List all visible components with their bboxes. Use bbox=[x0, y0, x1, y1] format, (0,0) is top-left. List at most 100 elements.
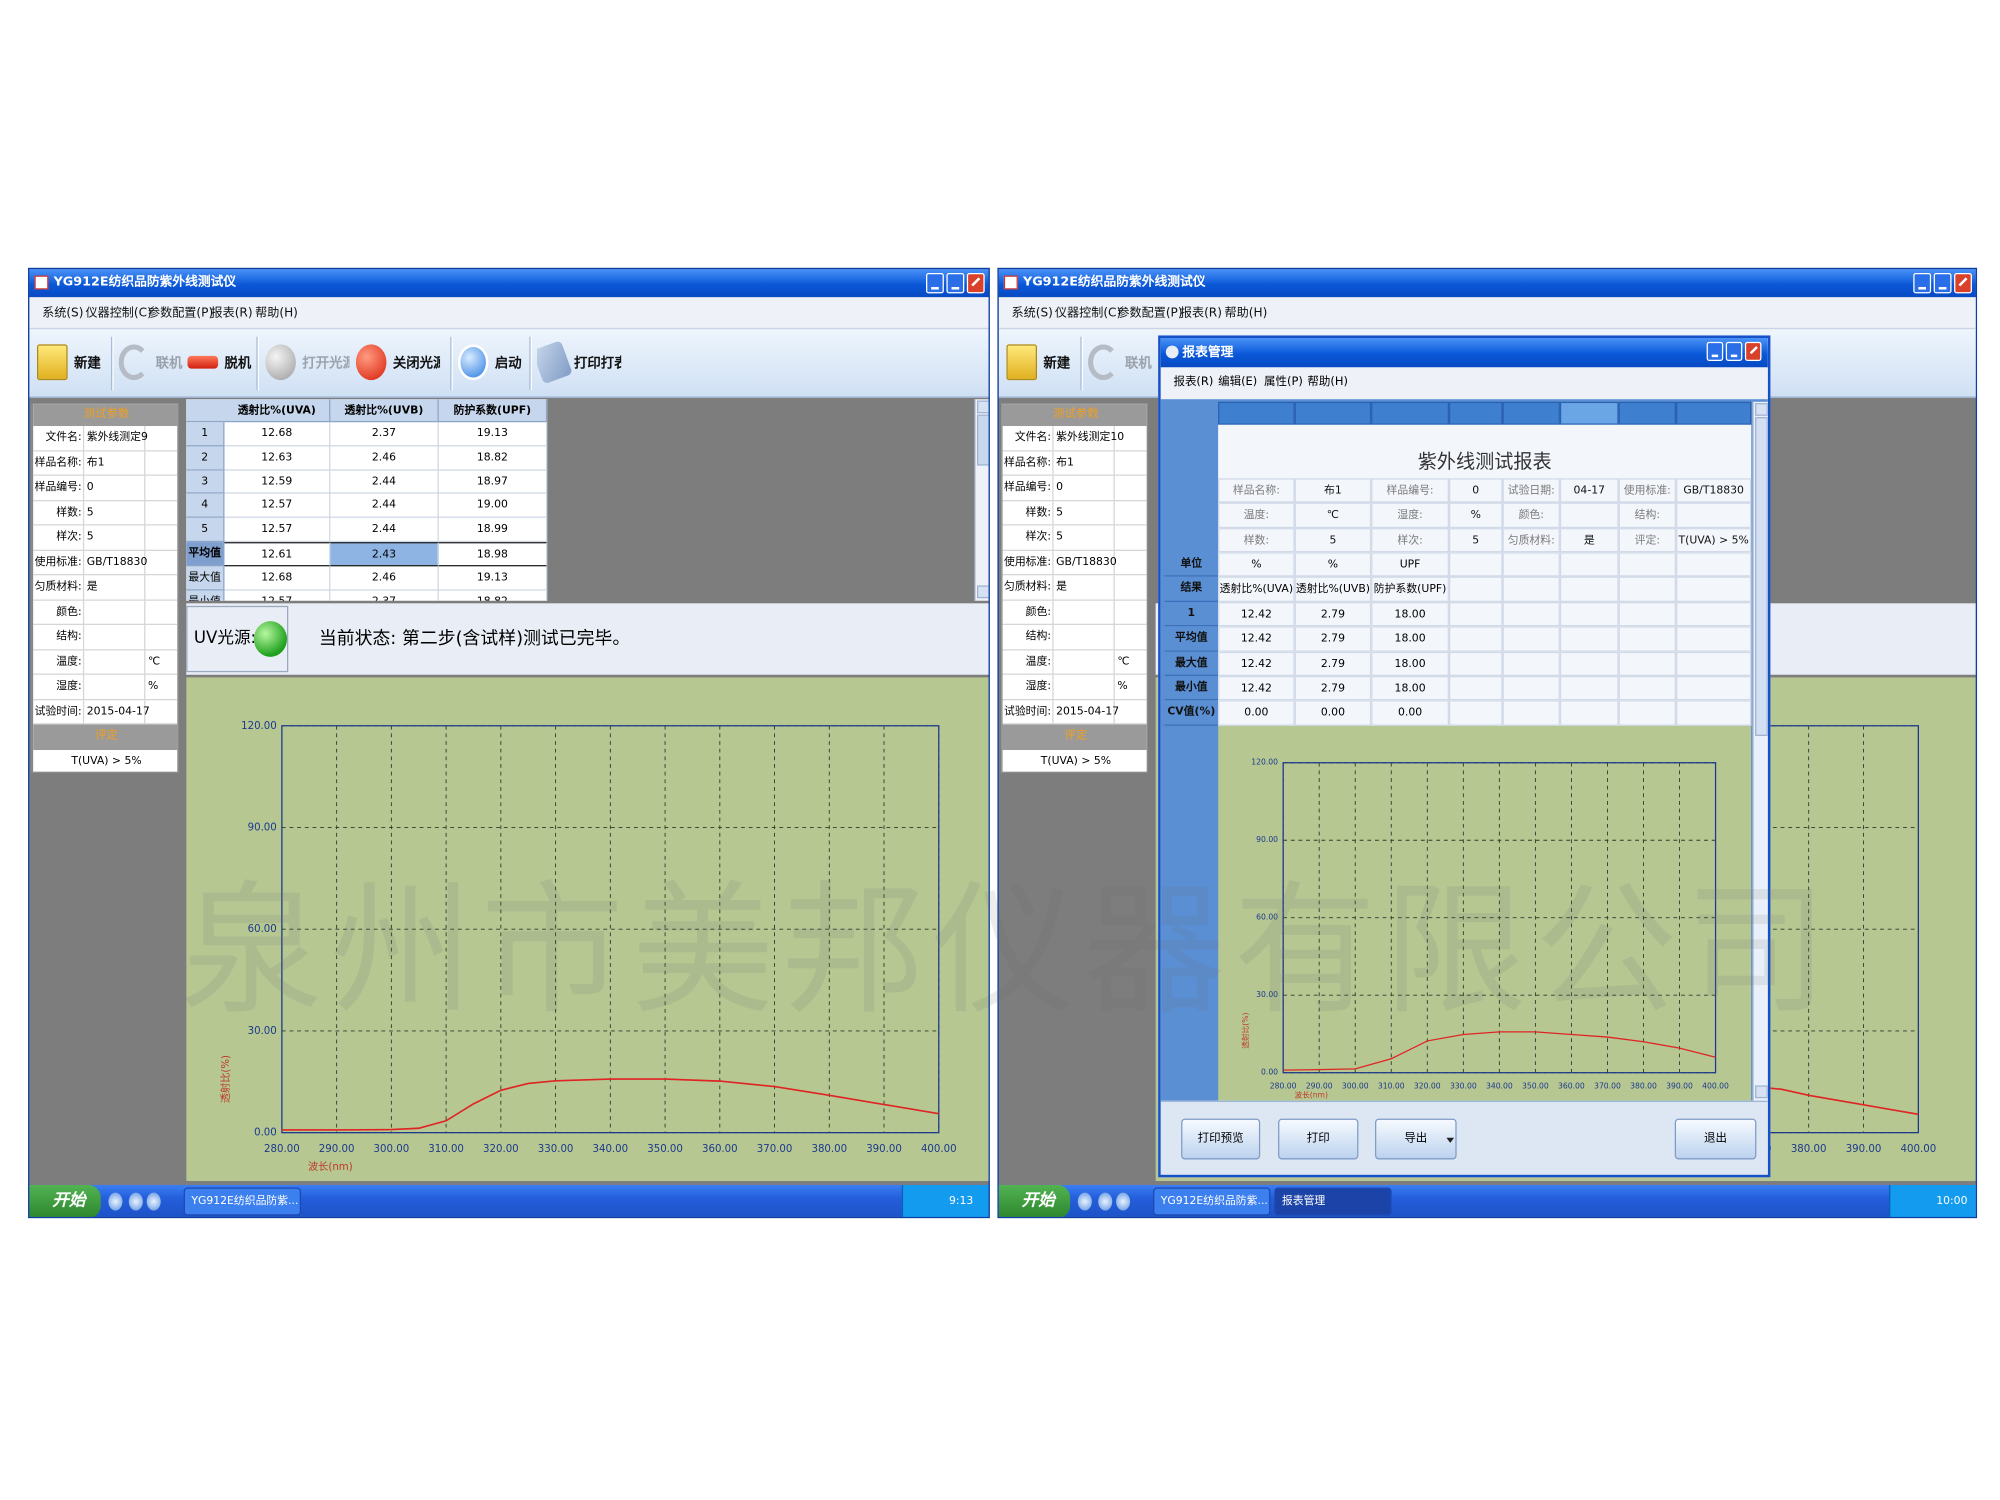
menu-item[interactable]: 仪器控制(C) bbox=[1054, 306, 1122, 321]
toolbar-button[interactable]: 关闭光源 bbox=[355, 329, 440, 397]
info-cell: 试验日期: bbox=[1502, 478, 1560, 504]
menu-item[interactable]: 帮助(H) bbox=[1307, 376, 1348, 390]
window-title: YG912E纺织品防紫外线测试仪 bbox=[53, 275, 237, 290]
table-cell bbox=[1448, 577, 1503, 602]
quick-launch-icon[interactable] bbox=[1098, 1192, 1113, 1211]
table-cell: 12.68 bbox=[224, 566, 331, 591]
start-button[interactable]: 开始 bbox=[29, 1184, 101, 1217]
scroll-up[interactable] bbox=[1755, 403, 1768, 416]
table-cell bbox=[1502, 651, 1560, 677]
maximize-button[interactable] bbox=[1933, 272, 1952, 294]
toolbar-button[interactable]: 新建 bbox=[36, 329, 121, 397]
menu-item[interactable]: 报表(R) bbox=[1173, 376, 1214, 390]
table-cell bbox=[1502, 601, 1560, 627]
scrollbar[interactable] bbox=[1752, 401, 1768, 1101]
toolbar-button[interactable]: 脱机 bbox=[187, 329, 271, 397]
scroll-thumb[interactable] bbox=[977, 414, 989, 466]
toolbar-button[interactable]: 打开光源 bbox=[265, 329, 349, 397]
toolbar-button[interactable]: 打印打表 bbox=[536, 329, 621, 397]
dialog-button[interactable]: 打印预览 bbox=[1181, 1118, 1261, 1160]
table-cell: 12.42 bbox=[1218, 676, 1295, 701]
menu-item[interactable]: 参数配置(P) bbox=[1117, 306, 1183, 321]
menu-item[interactable]: 帮助(H) bbox=[1224, 306, 1268, 321]
param-label: 湿度: bbox=[1002, 674, 1054, 700]
toolbar-icon bbox=[36, 344, 68, 381]
menu-item[interactable]: 系统(S) bbox=[1011, 306, 1053, 321]
menu-item[interactable]: 报表(R) bbox=[210, 306, 253, 321]
toolbar-icon bbox=[536, 340, 573, 385]
start-button[interactable]: 开始 bbox=[998, 1184, 1071, 1217]
quick-launch-icon[interactable] bbox=[146, 1192, 161, 1211]
info-cell: GB/T18830 bbox=[1676, 478, 1752, 504]
toolbar-button[interactable]: 新建 bbox=[1006, 329, 1090, 397]
minimize-button[interactable] bbox=[1913, 272, 1932, 294]
quick-launch-icon[interactable] bbox=[1116, 1192, 1131, 1211]
dialog-button[interactable]: 打印 bbox=[1278, 1118, 1359, 1160]
param-label: 结构: bbox=[33, 624, 85, 650]
quick-launch-icon[interactable] bbox=[108, 1192, 123, 1211]
param-panel: 测试参数 文件名: 紫外线测定9 样品名称: 布1 样品编号: 0 样数: 5 样次: 5 使用标准:… bbox=[31, 403, 179, 773]
menu-item[interactable]: 参数配置(P) bbox=[147, 306, 214, 321]
param-label: 使用标准: bbox=[33, 550, 85, 576]
toolbar-separator bbox=[256, 336, 259, 391]
chart: 0.00 30.00 60.00 90.00 120.00 280.00 290.00 300… bbox=[1218, 725, 1752, 1101]
table-cell bbox=[1676, 552, 1752, 578]
clock: 10:00 bbox=[1936, 1195, 1968, 1208]
menu-item[interactable]: 帮助(H) bbox=[255, 306, 298, 321]
data-line bbox=[1283, 1031, 1716, 1071]
scrollbar[interactable] bbox=[974, 399, 989, 601]
toolbar-separator bbox=[529, 336, 532, 391]
scroll-up[interactable] bbox=[977, 400, 989, 414]
param-label: 样品编号: bbox=[1002, 475, 1054, 501]
table-cell: 防护系数(UPF) bbox=[1371, 577, 1449, 602]
menu-item[interactable]: 属性(P) bbox=[1264, 376, 1303, 390]
task-button[interactable]: 报表管理 bbox=[1274, 1187, 1392, 1216]
param-value: 2015-04-17 bbox=[1053, 699, 1119, 725]
x-tick-label: 320.00 bbox=[1414, 1082, 1441, 1091]
table-cell bbox=[1676, 626, 1752, 652]
table-cell: 18.00 bbox=[1371, 651, 1449, 677]
y-tick-label: 90.00 bbox=[1256, 835, 1278, 844]
table-cell: 0.00 bbox=[1294, 700, 1372, 726]
row-header: 最小值 bbox=[186, 590, 225, 601]
quick-launch-icon[interactable] bbox=[128, 1192, 143, 1211]
toolbar-button[interactable]: 联机 bbox=[118, 329, 203, 397]
close-button[interactable] bbox=[966, 272, 985, 294]
table-cell: 0.00 bbox=[1218, 700, 1295, 726]
button-glyph bbox=[931, 286, 939, 290]
menu-bar: 系统(S) 仪器控制(C) 参数配置(P) 报表(R) 帮助(H) bbox=[29, 297, 989, 330]
info-cell: 湿度: bbox=[1371, 503, 1449, 528]
task-button[interactable]: YG912E纺织品防紫... bbox=[1153, 1187, 1271, 1216]
table-cell: 12.42 bbox=[1218, 651, 1295, 677]
minimize-button[interactable] bbox=[1706, 341, 1724, 361]
row-header: 最大值 bbox=[186, 566, 225, 591]
table-cell: 18.82 bbox=[438, 446, 548, 471]
toolbar-button[interactable]: 联机 bbox=[1088, 329, 1172, 397]
row-header: 最小值 bbox=[1164, 676, 1219, 701]
menu-item[interactable]: 系统(S) bbox=[42, 306, 84, 321]
scroll-thumb[interactable] bbox=[1755, 417, 1768, 736]
title-bar: 报表管理 bbox=[1160, 338, 1768, 368]
param-panel: 测试参数 文件名: 紫外线测定10 样品名称: 布1 样品编号: 0 样数: 5 样次: 5 使用标准… bbox=[1001, 403, 1148, 773]
scroll-down[interactable] bbox=[977, 585, 989, 599]
close-button[interactable] bbox=[1744, 341, 1762, 361]
dialog-button[interactable]: 导出 bbox=[1374, 1118, 1457, 1160]
menu-item[interactable]: 编辑(E) bbox=[1218, 376, 1258, 390]
menu-item[interactable]: 报表(R) bbox=[1179, 306, 1222, 321]
close-button[interactable] bbox=[1954, 272, 1972, 294]
task-button[interactable]: YG912E纺织品防紫... bbox=[183, 1187, 302, 1216]
minimize-button[interactable] bbox=[926, 272, 944, 294]
param-value: 是 bbox=[1053, 575, 1115, 601]
app-icon bbox=[34, 275, 49, 290]
maximize-button[interactable] bbox=[946, 272, 965, 294]
menu-item[interactable]: 仪器控制(C) bbox=[85, 306, 152, 321]
maximize-button[interactable] bbox=[1725, 341, 1743, 361]
scroll-down[interactable] bbox=[1755, 1085, 1768, 1099]
y-tick-label: 120.00 bbox=[241, 721, 277, 732]
chart-background bbox=[186, 677, 989, 1182]
table-cell: 12.57 bbox=[224, 494, 331, 519]
info-cell: 温度: bbox=[1218, 503, 1295, 528]
dialog-button[interactable]: 退出 bbox=[1674, 1118, 1757, 1160]
quick-launch-icon[interactable] bbox=[1077, 1192, 1092, 1211]
toolbar-button[interactable]: 启动 bbox=[457, 329, 542, 397]
